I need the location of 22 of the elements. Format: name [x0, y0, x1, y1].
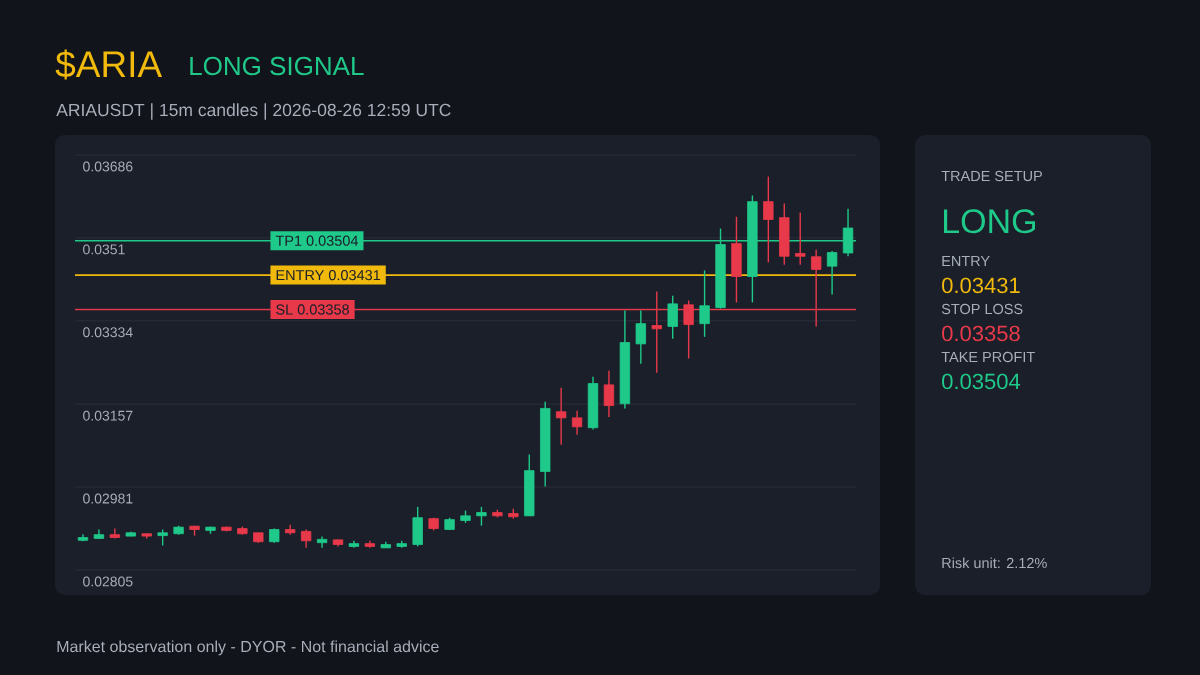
- y-tick-label: 0.03334: [83, 327, 133, 338]
- text: STOP LOSS: [941, 303, 1023, 315]
- ref-line-label: TP1 0.03504: [275, 235, 359, 246]
- text: LONG SIGNAL: [190, 56, 364, 76]
- chart-subtitle: ARIAUSDT | 15m candles | 2026-08-26 12:59 UTC: [56, 103, 451, 120]
- text: 0.03358: [942, 325, 1020, 342]
- chart-title: $ARIA: [55, 49, 163, 80]
- y-tick-label: 0.03686: [83, 161, 133, 172]
- text: ENTRY: [942, 256, 990, 266]
- ref-line-label: ENTRY 0.03431: [276, 269, 381, 281]
- ref-line-label: SL 0.03358: [276, 304, 349, 315]
- text: 0.03504: [942, 373, 1021, 390]
- text: LONG: [944, 209, 1036, 234]
- text: 0.03431: [942, 277, 1020, 294]
- text: Market observation only - DYOR - Not financial advice: [57, 640, 439, 656]
- text: TRADE SETUP: [941, 170, 1042, 182]
- y-tick-label: 0.03157: [83, 410, 133, 421]
- y-tick-label: 0.02805: [83, 576, 133, 587]
- y-tick-label: 0.02981: [83, 493, 133, 504]
- y-tick-label: 0.0351: [83, 244, 125, 255]
- text: Risk unit: 2.12%: [942, 557, 1047, 569]
- text: TAKE PROFIT: [941, 351, 1035, 363]
